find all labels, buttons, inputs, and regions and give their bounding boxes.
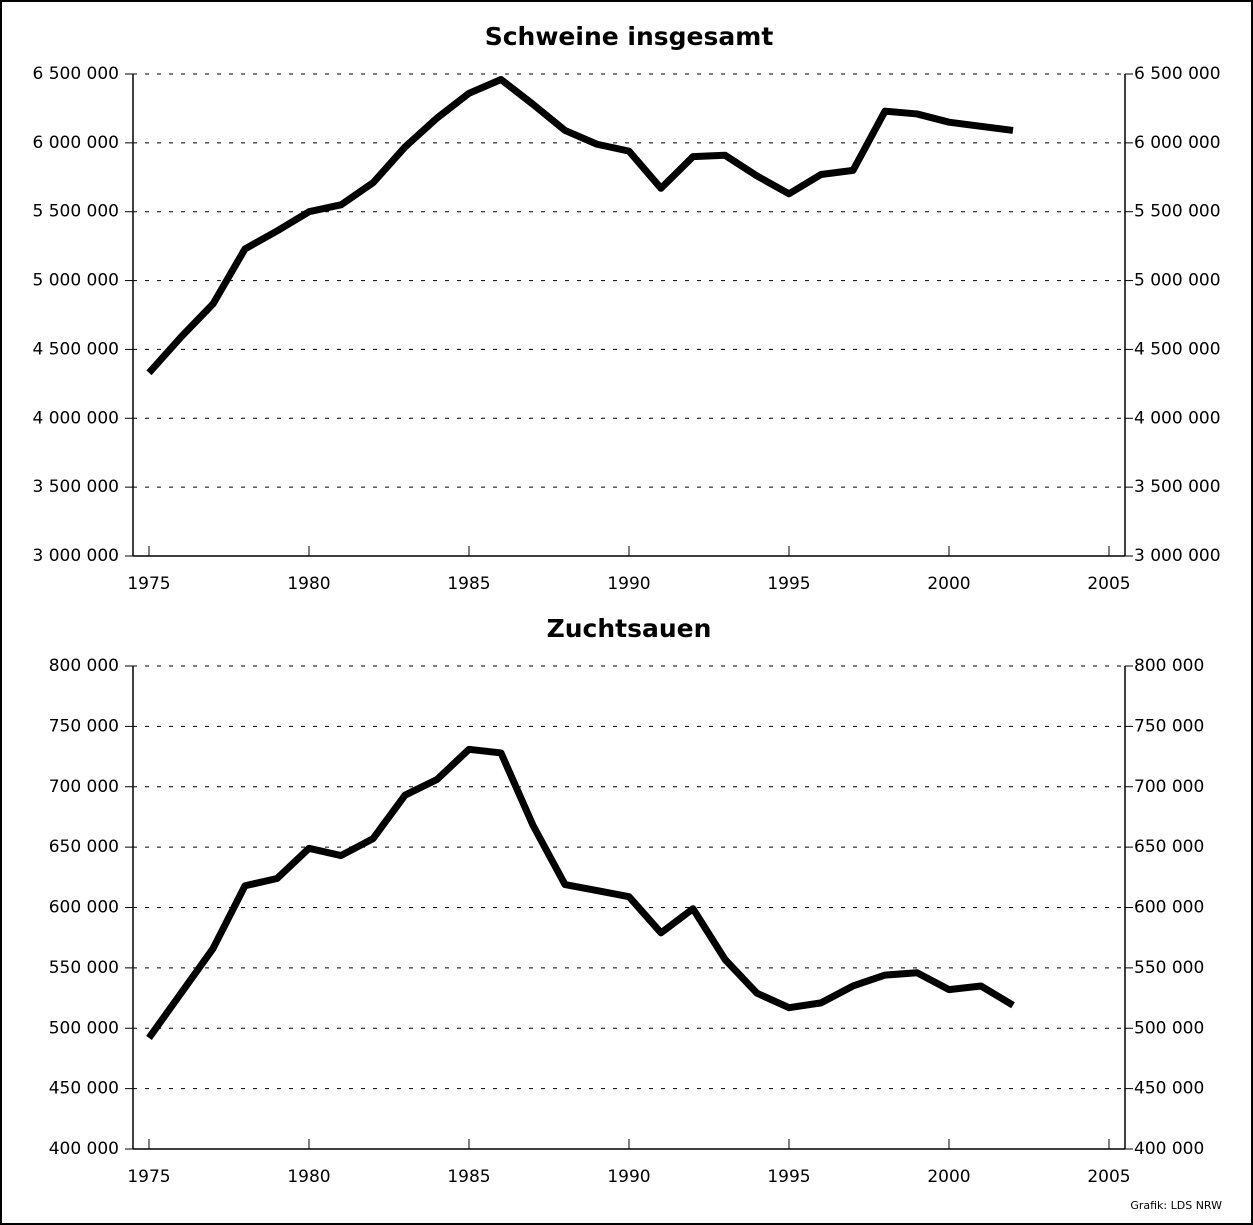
x-tick-label: 2000 xyxy=(927,574,970,594)
data-line xyxy=(146,745,1015,1040)
y-tick-label: 3 000 000 xyxy=(32,546,119,566)
y2-tick-label: 4 500 000 xyxy=(1134,339,1221,359)
y-tick-label: 4 500 000 xyxy=(32,339,119,359)
y2-tick-label: 650 000 xyxy=(1134,837,1204,857)
y-tick-label: 700 000 xyxy=(49,777,119,797)
x-tick-label: 1985 xyxy=(447,574,490,594)
y2-tick-label: 4 000 000 xyxy=(1134,408,1221,428)
y-tick-label: 6 500 000 xyxy=(32,64,119,84)
x-tick-label: 1980 xyxy=(287,1167,330,1187)
y-tick-label: 450 000 xyxy=(49,1079,119,1099)
y-tick-label: 5 000 000 xyxy=(32,271,119,291)
chart-title: Schweine insgesamt xyxy=(485,22,774,51)
y2-tick-label: 3 500 000 xyxy=(1134,477,1221,497)
y2-tick-label: 3 000 000 xyxy=(1134,546,1221,566)
x-tick-label: 1985 xyxy=(447,1167,490,1187)
x-tick-label: 1990 xyxy=(607,574,650,594)
y-tick-label: 550 000 xyxy=(49,958,119,978)
y2-tick-label: 800 000 xyxy=(1134,656,1204,676)
y2-tick-label: 550 000 xyxy=(1134,958,1204,978)
x-tick-label: 1995 xyxy=(767,1167,810,1187)
y-tick-label: 600 000 xyxy=(49,898,119,918)
y2-tick-label: 5 500 000 xyxy=(1134,202,1221,222)
data-line xyxy=(146,76,1014,376)
x-tick-label: 2000 xyxy=(927,1167,970,1187)
y2-tick-label: 450 000 xyxy=(1134,1079,1204,1099)
y2-tick-label: 6 000 000 xyxy=(1134,133,1221,153)
y-tick-label: 400 000 xyxy=(49,1139,119,1159)
x-tick-label: 1990 xyxy=(607,1167,650,1187)
y2-tick-label: 500 000 xyxy=(1134,1018,1204,1038)
x-tick-label: 1975 xyxy=(127,1167,170,1187)
y2-tick-label: 700 000 xyxy=(1134,777,1204,797)
y-tick-label: 3 500 000 xyxy=(32,477,119,497)
y-tick-label: 5 500 000 xyxy=(32,202,119,222)
y2-tick-label: 6 500 000 xyxy=(1134,64,1221,84)
x-tick-label: 2005 xyxy=(1087,1167,1130,1187)
footer: Grafik: LDS NRW xyxy=(1130,1199,1222,1212)
x-tick-label: 1975 xyxy=(127,574,170,594)
chart-title: Zuchtsauen xyxy=(547,614,712,643)
y-tick-label: 4 000 000 xyxy=(32,408,119,428)
x-tick-label: 2005 xyxy=(1087,574,1130,594)
x-tick-label: 1995 xyxy=(767,574,810,594)
y-tick-label: 650 000 xyxy=(49,837,119,857)
y-tick-label: 800 000 xyxy=(49,656,119,676)
y2-tick-label: 5 000 000 xyxy=(1134,271,1221,291)
y2-tick-label: 400 000 xyxy=(1134,1139,1204,1159)
y-tick-label: 750 000 xyxy=(49,716,119,736)
y2-tick-label: 750 000 xyxy=(1134,716,1204,736)
y2-tick-label: 600 000 xyxy=(1134,898,1204,918)
y-tick-label: 500 000 xyxy=(49,1018,119,1038)
x-tick-label: 1980 xyxy=(287,574,330,594)
y-tick-label: 6 000 000 xyxy=(32,133,119,153)
